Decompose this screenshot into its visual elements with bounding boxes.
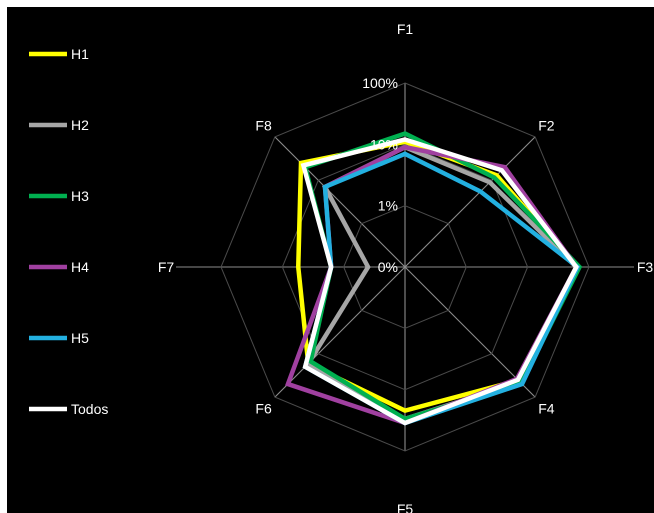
axis-label-f8: F8 [255,118,272,134]
grid-ring-1 [343,205,467,329]
axis-label-f5: F5 [397,501,414,513]
radar-series [285,131,583,426]
axis-label-f1: F1 [397,21,414,37]
legend-item-todos: Todos [29,401,108,417]
series-todos [300,137,579,426]
axis-label-f4: F4 [538,400,555,416]
spoke-f2 [404,136,536,268]
spoke-f8 [274,136,406,268]
legend: H1 H2 H3 H4 H5 Todos [29,46,108,417]
radar-chart: F1 F2 F3 F4 F5 F6 F7 F8 0% 1% 10% 100% H1 H2 H3 H4 H5 T… [29,21,654,513]
scale-tick-label: 0% [378,259,398,275]
grid-ring-3 [220,82,590,452]
legend-label: H1 [71,46,89,62]
series-h2 [305,144,580,422]
spoke-f6 [274,266,406,398]
legend-item-h2: H2 [29,117,89,133]
scale-tick-label: 100% [362,75,398,91]
chart-area: F1 F2 F3 F4 F5 F6 F7 F8 0% 1% 10% 100% H1 H2 H3 H4 H5 T… [7,7,654,513]
legend-label: H3 [71,188,89,204]
legend-item-h1: H1 [29,46,89,62]
legend-item-h4: H4 [29,259,89,275]
axis-label-f6: F6 [255,400,272,416]
legend-label: H2 [71,117,89,133]
spoke-f4 [404,266,536,398]
axis-label-f7: F7 [158,259,175,275]
scale-tick-label: 1% [378,198,398,214]
scale-tick-labels: 0% 1% 10% 100% [362,75,398,275]
legend-label: H4 [71,259,89,275]
axis-label-f2: F2 [538,118,555,134]
radar-grid [176,82,634,452]
legend-label: Todos [71,401,108,417]
legend-item-h3: H3 [29,188,89,204]
legend-item-h5: H5 [29,330,89,346]
scale-tick-label: 10% [370,136,398,152]
axis-labels: F1 F2 F3 F4 F5 F6 F7 F8 [158,21,654,513]
axis-label-f3: F3 [637,259,654,275]
legend-label: H5 [71,330,89,346]
